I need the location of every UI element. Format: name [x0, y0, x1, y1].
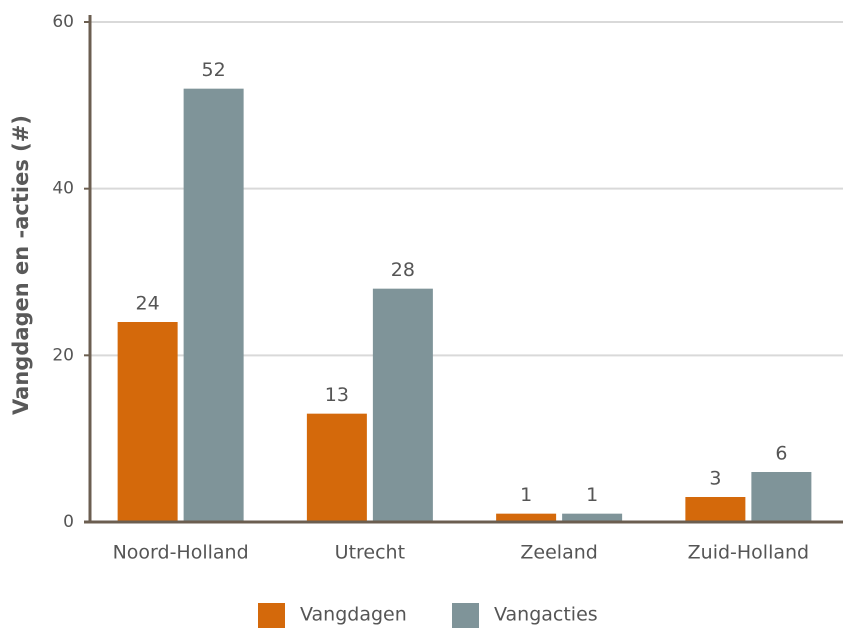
y-tick-label: 20 [52, 345, 74, 365]
data-label: 28 [391, 259, 415, 281]
x-tick-label: Noord-Holland [113, 542, 249, 564]
legend-label: Vangacties [494, 604, 598, 626]
bar [685, 497, 746, 522]
y-tick-label: 0 [63, 512, 74, 532]
data-label: 52 [202, 59, 226, 81]
y-tick-label: 40 [52, 179, 74, 199]
bar [306, 413, 367, 522]
bar [751, 472, 812, 522]
bar [372, 288, 433, 522]
data-label: 13 [325, 384, 349, 406]
x-tick-label: Zuid-Holland [688, 542, 809, 564]
x-tick-label: Utrecht [335, 542, 405, 564]
bar [496, 513, 557, 522]
legend-swatch [258, 603, 285, 628]
data-label: 6 [775, 443, 787, 465]
bar [562, 513, 623, 522]
data-label: 1 [520, 484, 532, 506]
legend-swatch [452, 603, 479, 628]
data-label: 1 [586, 484, 598, 506]
legend-label: Vangdagen [300, 604, 407, 626]
data-label: 3 [709, 468, 721, 490]
data-label: 24 [136, 293, 160, 315]
bar [117, 322, 178, 522]
bar [183, 88, 244, 523]
y-tick-label: 60 [52, 12, 74, 32]
y-axis-label: Vangdagen en -acties (#) [9, 115, 33, 415]
x-tick-label: Zeeland [520, 542, 597, 564]
